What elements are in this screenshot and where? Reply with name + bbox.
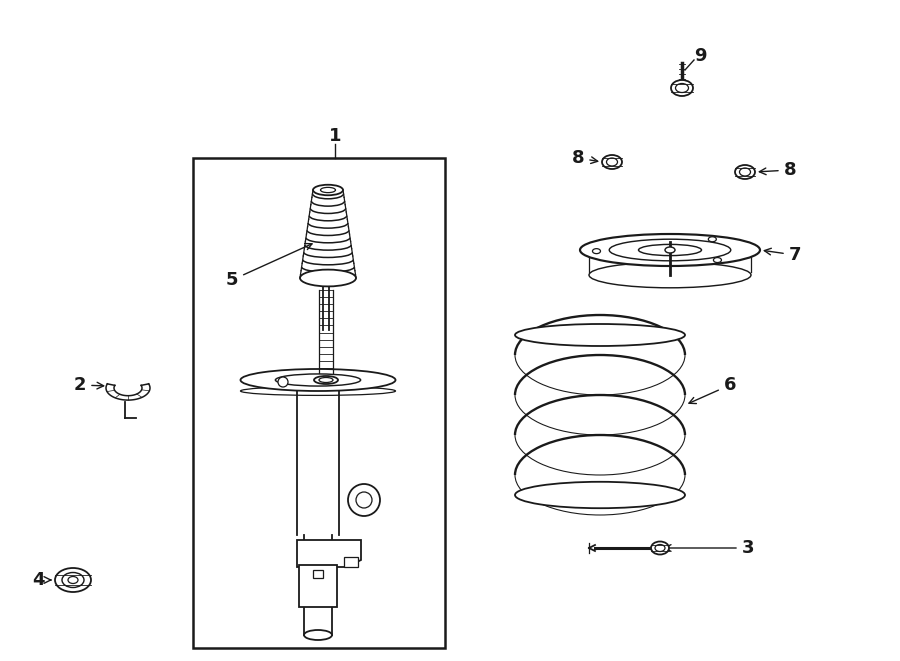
Ellipse shape — [68, 576, 78, 584]
Ellipse shape — [300, 270, 356, 286]
Ellipse shape — [602, 155, 622, 169]
Circle shape — [348, 484, 380, 516]
Bar — [299, 565, 337, 607]
Circle shape — [278, 377, 288, 387]
Ellipse shape — [671, 80, 693, 96]
Text: 8: 8 — [760, 161, 796, 179]
Polygon shape — [297, 540, 361, 567]
Ellipse shape — [515, 324, 685, 346]
Ellipse shape — [609, 239, 731, 261]
Ellipse shape — [638, 245, 701, 256]
Polygon shape — [106, 384, 150, 400]
Text: 2: 2 — [74, 376, 104, 394]
Text: 9: 9 — [694, 47, 706, 65]
Text: 3: 3 — [664, 539, 754, 557]
Text: 8: 8 — [572, 149, 598, 167]
Ellipse shape — [665, 247, 675, 253]
Ellipse shape — [676, 83, 688, 93]
Bar — [313, 570, 323, 578]
Ellipse shape — [714, 258, 722, 262]
Ellipse shape — [592, 249, 600, 254]
Text: 6: 6 — [689, 376, 736, 404]
Ellipse shape — [740, 168, 751, 176]
Circle shape — [356, 492, 372, 508]
Bar — [344, 557, 358, 567]
Ellipse shape — [304, 630, 332, 640]
Ellipse shape — [708, 237, 716, 242]
Ellipse shape — [515, 482, 685, 508]
Ellipse shape — [589, 262, 751, 288]
Text: 7: 7 — [764, 246, 801, 264]
Bar — [193, 158, 445, 648]
Ellipse shape — [313, 185, 343, 195]
Ellipse shape — [651, 541, 669, 555]
Ellipse shape — [314, 376, 338, 384]
Ellipse shape — [240, 387, 395, 395]
Text: 5: 5 — [226, 243, 312, 289]
Ellipse shape — [55, 568, 91, 592]
Ellipse shape — [320, 187, 336, 192]
Ellipse shape — [62, 572, 84, 588]
Ellipse shape — [607, 158, 617, 166]
Ellipse shape — [735, 165, 755, 179]
Text: 1: 1 — [328, 127, 341, 145]
Ellipse shape — [655, 545, 665, 551]
Ellipse shape — [580, 234, 760, 266]
Text: 4: 4 — [32, 571, 50, 589]
Ellipse shape — [275, 374, 361, 386]
Ellipse shape — [319, 377, 333, 383]
Ellipse shape — [240, 369, 395, 391]
